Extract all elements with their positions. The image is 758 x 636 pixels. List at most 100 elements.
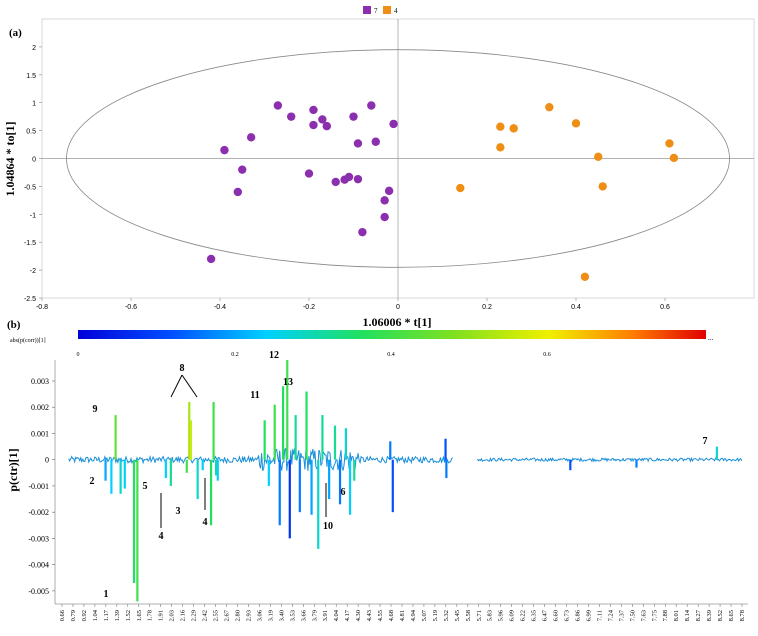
scatter-point-group-4 bbox=[598, 182, 607, 191]
scatter-point-group-7 bbox=[287, 112, 296, 121]
y-tick-label-b: 0.003 bbox=[31, 377, 49, 386]
x-tick-label-b: 6.47 bbox=[542, 609, 549, 621]
x-tick-label-b: 6.86 bbox=[574, 609, 581, 621]
scatter-point-group-7 bbox=[238, 165, 247, 174]
x-tick-label-b: 5.96 bbox=[498, 609, 505, 621]
x-tick-label-b: 1.04 bbox=[92, 609, 99, 621]
scatter-point-group-7 bbox=[318, 115, 327, 124]
peak-label-2: 2 bbox=[90, 476, 95, 487]
peak-label-4b: 4 bbox=[203, 517, 208, 528]
y-tick-label-b: 0.002 bbox=[31, 403, 49, 412]
x-tick-label-a: 0.2 bbox=[482, 304, 492, 311]
peak-label-11: 11 bbox=[250, 390, 259, 401]
scatter-point-group-7 bbox=[206, 254, 216, 264]
x-tick-label-b: 4.55 bbox=[377, 610, 384, 621]
x-tick-label-b: 6.73 bbox=[564, 610, 571, 621]
y-tick-label-a: -0.5 bbox=[24, 184, 36, 191]
scatter-point-group-7 bbox=[353, 139, 363, 148]
peak-label-1: 1 bbox=[104, 589, 109, 600]
x-tick-label-a: 0 bbox=[396, 304, 400, 311]
scatter-point-group-7 bbox=[331, 177, 340, 187]
scatter-point-group-7 bbox=[349, 112, 358, 121]
scatter-point-group-4 bbox=[571, 119, 581, 128]
plot-content-b bbox=[68, 360, 743, 602]
x-tick-label-b: 5.71 bbox=[476, 610, 483, 621]
legend-label-4: 4 bbox=[394, 7, 398, 15]
x-tick-label-b: 6.35 bbox=[531, 610, 538, 621]
scatter-point-group-4 bbox=[665, 139, 674, 148]
x-tick-label-b: 8.39 bbox=[706, 610, 713, 621]
scatter-point-group-7 bbox=[367, 101, 376, 110]
x-tick-label-b: 2.29 bbox=[191, 610, 198, 621]
x-tick-label-b: 8.78 bbox=[739, 610, 746, 621]
scatter-point-group-7 bbox=[344, 172, 354, 182]
y-tick-label-b: 0 bbox=[45, 456, 49, 465]
x-tick-label-b: 2.80 bbox=[234, 610, 241, 621]
scatter-point-group-7 bbox=[371, 137, 380, 146]
x-tick-label-b: 5.58 bbox=[465, 610, 472, 621]
x-tick-label-a: -0.2 bbox=[303, 304, 315, 311]
x-tick-label-b: 3.53 bbox=[289, 610, 296, 621]
x-tick-label-b: 8.27 bbox=[695, 609, 702, 621]
scatter-point-group-7 bbox=[380, 196, 389, 205]
scatter-point-group-7 bbox=[358, 227, 367, 237]
x-tick-label-b: 5.83 bbox=[487, 610, 494, 621]
axis-ticks-b: 0.003 0.002 0.001 0 -0.001 -0.002 -0.003 -0.004… bbox=[28, 377, 746, 621]
panel-b-label: (b) bbox=[7, 319, 21, 331]
y-tick-label-a: -1 bbox=[30, 212, 36, 219]
x-tick-label-b: 2.03 bbox=[169, 610, 176, 621]
x-tick-label-b: 4.04 bbox=[333, 609, 340, 621]
colorbar-tick-0.4: 0.4 bbox=[387, 352, 395, 358]
x-tick-label-a: -0.6 bbox=[125, 304, 137, 311]
scatter-point-group-4 bbox=[580, 272, 590, 281]
scatter-point-group-7 bbox=[353, 174, 363, 184]
x-tick-label-b: 4.94 bbox=[410, 609, 417, 621]
leader-8-left bbox=[170, 374, 183, 398]
colorbar-tick-0: 0 bbox=[77, 352, 80, 358]
colorbar-tick-0.2: 0.2 bbox=[231, 352, 239, 358]
x-tick-label-b: 1.17 bbox=[103, 609, 110, 621]
x-tick-label-b: 7.88 bbox=[662, 610, 669, 621]
y-tick-label-a: -2 bbox=[30, 268, 36, 275]
x-tick-label-b: 2.55 bbox=[213, 610, 220, 621]
x-tick-label-b: 0.79 bbox=[70, 610, 77, 621]
y-tick-label-a: 2 bbox=[32, 45, 36, 52]
y-tick-label-b: -0.002 bbox=[28, 508, 49, 517]
peak-label-13: 13 bbox=[283, 377, 293, 388]
legend-swatch-4 bbox=[383, 6, 391, 14]
x-tick-label-b: 8.52 bbox=[717, 610, 724, 621]
scatter-point-group-7 bbox=[309, 105, 318, 115]
x-tick-label-b: 3.66 bbox=[300, 609, 307, 621]
x-tick-label-b: 2.16 bbox=[180, 609, 187, 621]
x-tick-label-a: 0.4 bbox=[571, 304, 581, 311]
peak-label-8: 8 bbox=[180, 363, 185, 374]
peak-label-9: 9 bbox=[93, 404, 98, 415]
x-tick-label-b: 8.01 bbox=[673, 610, 680, 621]
hotelling-ellipse bbox=[66, 49, 730, 268]
colorbar-tick-0.6: 0.6 bbox=[543, 352, 551, 358]
x-tick-label-a: 0.6 bbox=[660, 304, 670, 311]
x-tick-label-b: 4.43 bbox=[366, 610, 373, 621]
x-tick-label-b: 7.37 bbox=[618, 609, 625, 621]
leader-8-right bbox=[181, 374, 198, 398]
x-tick-label-b: 1.78 bbox=[147, 610, 154, 621]
peak-label-10: 10 bbox=[323, 521, 333, 532]
scatter-point-group-4 bbox=[669, 153, 679, 163]
scatter-point-group-4 bbox=[496, 143, 505, 152]
x-tick-label-b: 3.79 bbox=[311, 610, 318, 621]
scatter-point-group-7 bbox=[384, 186, 394, 196]
scatter-point-group-4 bbox=[456, 183, 465, 193]
x-tick-label-b: 3.06 bbox=[256, 609, 263, 621]
y-tick-label-b: -0.004 bbox=[28, 561, 49, 570]
scatter-point-group-4 bbox=[594, 152, 603, 162]
colorbar-title: abs(p(corr))[1] bbox=[10, 337, 46, 344]
annotation-leader-lines bbox=[160, 374, 327, 528]
peak-label-7: 7 bbox=[703, 436, 708, 447]
x-tick-label-b: 2.67 bbox=[224, 609, 231, 621]
x-tick-label-b: 4.17 bbox=[344, 609, 351, 621]
scatter-point-group-7 bbox=[220, 145, 229, 155]
scatter-point-group-4 bbox=[545, 102, 554, 112]
x-tick-label-b: 7.50 bbox=[629, 610, 636, 621]
y-tick-label-b: -0.001 bbox=[28, 482, 49, 491]
x-tick-label-b: 0.92 bbox=[81, 610, 88, 621]
